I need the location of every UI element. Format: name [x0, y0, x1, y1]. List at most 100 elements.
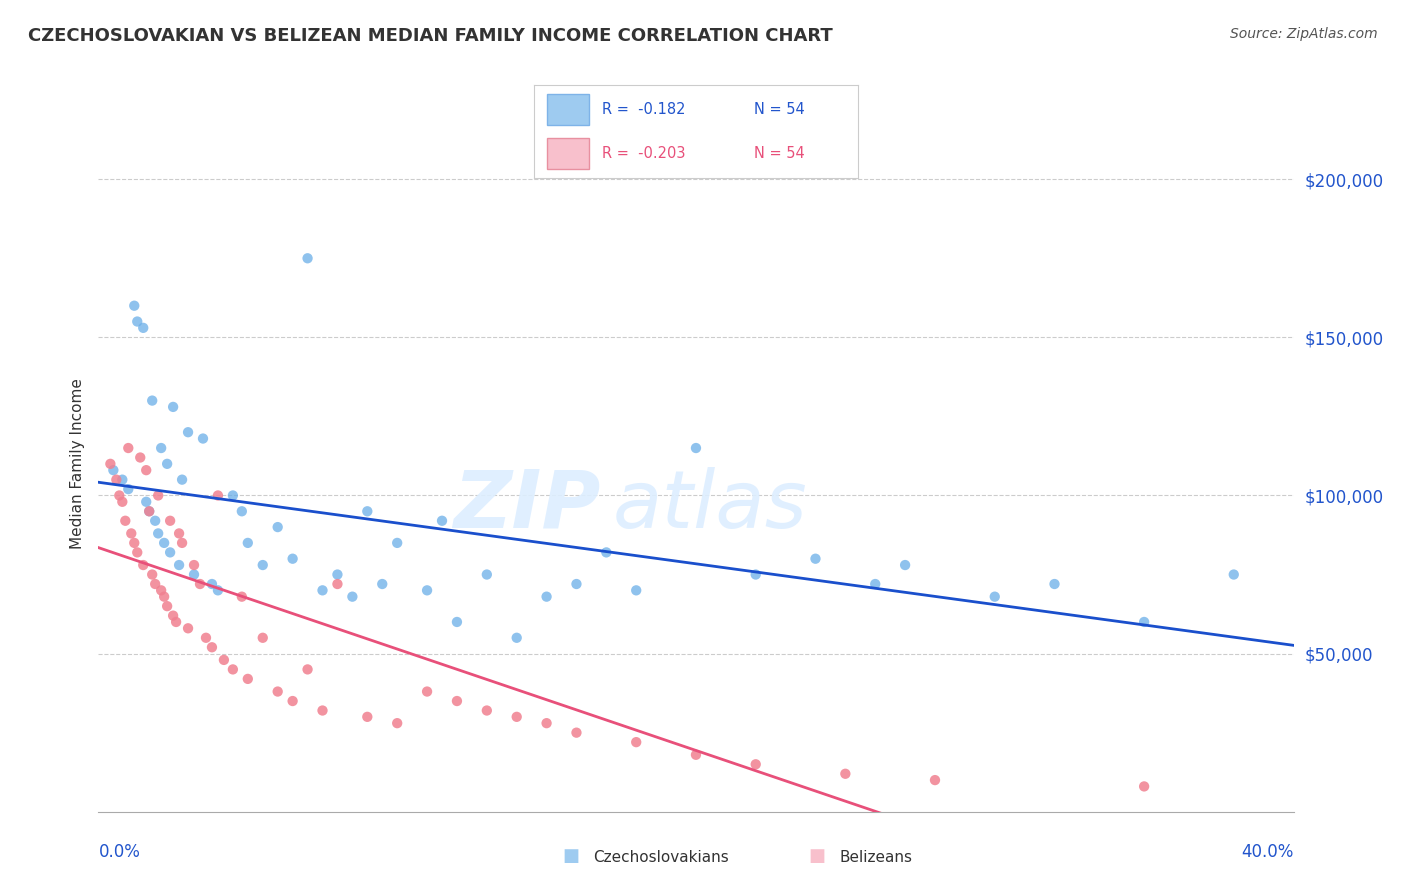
Point [565, 577, 588, 591]
Point [231, 590, 253, 604]
Point [167, 558, 190, 572]
Point [983, 590, 1005, 604]
Point [162, 400, 184, 414]
Point [536, 716, 558, 731]
Point [143, 514, 166, 528]
Point [311, 704, 333, 718]
Point [326, 577, 349, 591]
Text: atlas: atlas [612, 467, 807, 545]
FancyBboxPatch shape [547, 95, 589, 125]
Point [624, 583, 647, 598]
Text: 0.0%: 0.0% [98, 843, 141, 861]
Point [153, 536, 176, 550]
Point [120, 526, 142, 541]
Point [865, 577, 887, 591]
Text: ■: ■ [808, 847, 825, 865]
Point [138, 504, 160, 518]
Point [162, 608, 184, 623]
Point [371, 577, 394, 591]
Point [111, 473, 134, 487]
Point [117, 441, 139, 455]
Point [804, 551, 827, 566]
Point [267, 684, 290, 698]
Point [111, 495, 134, 509]
Point [356, 710, 378, 724]
Point [105, 473, 128, 487]
Point [201, 640, 224, 655]
Point [103, 463, 125, 477]
Point [222, 662, 245, 676]
Point [132, 321, 155, 335]
Point [141, 567, 163, 582]
Point [135, 463, 157, 477]
Point [685, 441, 707, 455]
Point [281, 551, 304, 566]
Point [416, 583, 439, 598]
Point [745, 757, 768, 772]
Point [124, 536, 146, 550]
Point [117, 482, 139, 496]
Point [281, 694, 304, 708]
Point [536, 590, 558, 604]
Point [236, 672, 259, 686]
Text: Czechoslovakians: Czechoslovakians [593, 850, 730, 865]
Point [98, 457, 122, 471]
Point [745, 567, 768, 582]
Point [506, 631, 529, 645]
Point [326, 567, 349, 582]
Text: R =  -0.182: R = -0.182 [602, 102, 686, 117]
Point [108, 488, 131, 502]
Point [148, 526, 170, 541]
Point [172, 473, 194, 487]
Point [385, 536, 409, 550]
Point [132, 558, 155, 572]
Point [506, 710, 529, 724]
Point [129, 450, 152, 465]
Point [150, 441, 173, 455]
Point [150, 583, 173, 598]
Point [297, 252, 319, 266]
Point [165, 615, 187, 629]
Text: ■: ■ [562, 847, 579, 865]
Point [446, 694, 468, 708]
Point [156, 457, 179, 471]
Point [194, 631, 218, 645]
Point [595, 545, 617, 559]
Point [475, 704, 498, 718]
Text: 40.0%: 40.0% [1241, 843, 1294, 861]
Point [207, 583, 229, 598]
Point [207, 488, 229, 502]
Point [138, 504, 160, 518]
Point [267, 520, 290, 534]
Point [252, 631, 274, 645]
Point [183, 567, 205, 582]
Point [135, 495, 157, 509]
Point [159, 545, 181, 559]
Text: Belizeans: Belizeans [839, 850, 912, 865]
Point [430, 514, 453, 528]
Point [124, 299, 146, 313]
Point [127, 545, 149, 559]
Point [1133, 780, 1156, 794]
Point [342, 590, 364, 604]
Point [222, 488, 245, 502]
Point [148, 488, 170, 502]
Text: ZIP: ZIP [453, 467, 600, 545]
Point [183, 558, 205, 572]
Point [156, 599, 179, 614]
Point [834, 766, 856, 780]
Point [297, 662, 319, 676]
Point [212, 653, 235, 667]
Point [188, 577, 211, 591]
Point [894, 558, 917, 572]
Text: Source: ZipAtlas.com: Source: ZipAtlas.com [1230, 27, 1378, 41]
Point [167, 526, 190, 541]
Text: R =  -0.203: R = -0.203 [602, 145, 686, 161]
Point [141, 393, 163, 408]
Point [201, 577, 224, 591]
Point [416, 684, 439, 698]
Point [385, 716, 409, 731]
Point [356, 504, 378, 518]
Point [143, 577, 166, 591]
Point [191, 432, 214, 446]
